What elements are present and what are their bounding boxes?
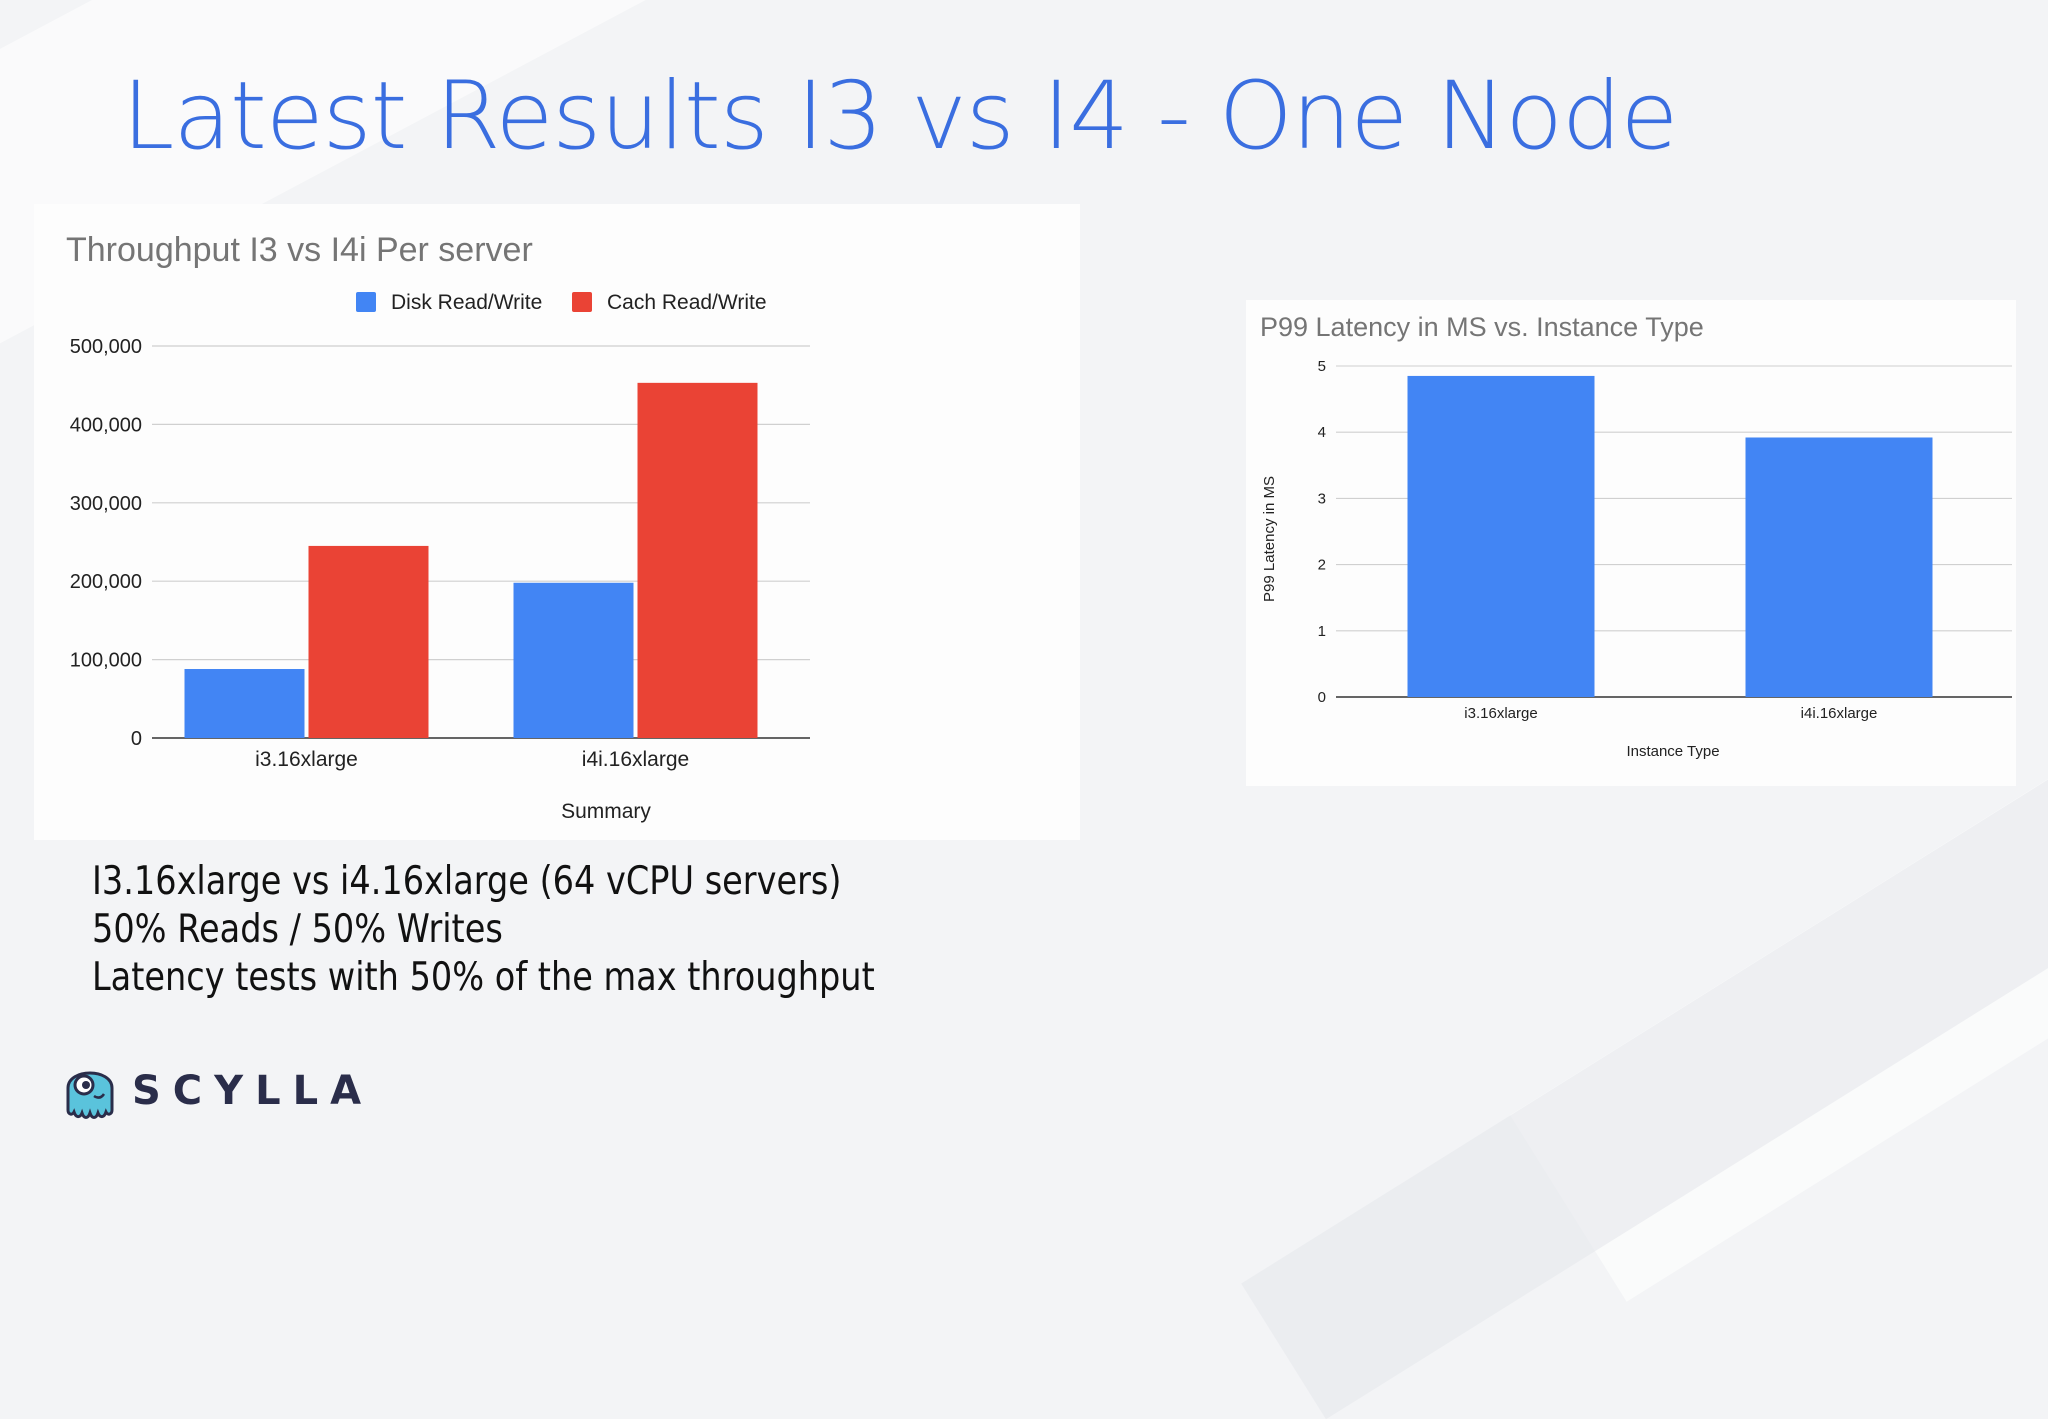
legend-label-disk: Disk Read/Write bbox=[391, 291, 542, 314]
y-tick-label: 100,000 bbox=[70, 650, 142, 672]
logo-wordmark: SCYLLA bbox=[132, 1068, 374, 1114]
throughput-chart-panel: Throughput I3 vs I4i Per server Disk Rea… bbox=[34, 204, 1080, 840]
throughput-chart: Throughput I3 vs I4i Per server Disk Rea… bbox=[66, 231, 810, 823]
bar-latency-i3.16xlarge bbox=[1407, 375, 1595, 697]
y-tick-label: 2 bbox=[1318, 557, 1326, 574]
throughput-y-ticks: 0 100,000 200,000 300,000 400,000 500,000 bbox=[70, 336, 142, 750]
y-tick-label: 4 bbox=[1318, 424, 1326, 441]
throughput-chart-title: Throughput I3 vs I4i Per server bbox=[66, 231, 533, 269]
scylla-mascot-icon bbox=[66, 1071, 114, 1119]
latency-y-ticks: 0 1 2 3 4 5 bbox=[1318, 358, 1326, 706]
y-tick-label: 200,000 bbox=[70, 571, 142, 593]
y-tick-label: 0 bbox=[131, 728, 142, 750]
throughput-bars bbox=[184, 382, 758, 738]
scylla-logo: SCYLLA bbox=[60, 1058, 361, 1130]
latency-chart-panel: P99 Latency in MS vs. Instance Type 0 1 2 3… bbox=[1246, 300, 2016, 786]
throughput-x-axis-label: Summary bbox=[561, 800, 651, 823]
x-tick-label: i4i.16xlarge bbox=[582, 748, 689, 771]
background-stripe bbox=[1241, 700, 2048, 1419]
legend-label-cache: Cach Read/Write bbox=[607, 291, 767, 314]
bar-cache-i3.16xlarge bbox=[308, 545, 429, 738]
latency-y-axis-label: P99 Latency in MS bbox=[1261, 476, 1278, 602]
y-tick-label: 300,000 bbox=[70, 493, 142, 515]
y-tick-label: 400,000 bbox=[70, 414, 142, 436]
bar-disk-i4i.16xlarge bbox=[513, 582, 634, 738]
bar-latency-i4i.16xlarge bbox=[1745, 437, 1933, 697]
x-tick-label: i4i.16xlarge bbox=[1801, 705, 1878, 722]
note-line: 50% Reads / 50% Writes bbox=[92, 907, 503, 952]
y-tick-label: 3 bbox=[1318, 490, 1326, 507]
latency-chart-title: P99 Latency in MS vs. Instance Type bbox=[1260, 312, 1704, 342]
latency-x-axis-label: Instance Type bbox=[1626, 743, 1719, 760]
bar-cache-i4i.16xlarge bbox=[637, 382, 758, 738]
x-tick-label: i3.16xlarge bbox=[1464, 705, 1537, 722]
throughput-x-ticks: i3.16xlarge i4i.16xlarge bbox=[255, 748, 689, 771]
note-line: I3.16xlarge vs i4.16xlarge (64 vCPU serv… bbox=[92, 859, 842, 904]
y-tick-label: 0 bbox=[1318, 689, 1326, 706]
slide-notes: I3.16xlarge vs i4.16xlarge (64 vCPU serv… bbox=[92, 858, 875, 1002]
latency-bars bbox=[1407, 375, 1933, 697]
y-tick-label: 500,000 bbox=[70, 336, 142, 358]
y-tick-label: 1 bbox=[1318, 623, 1326, 640]
legend-swatch-disk bbox=[356, 292, 376, 312]
bar-disk-i3.16xlarge bbox=[184, 669, 305, 738]
x-tick-label: i3.16xlarge bbox=[255, 748, 358, 771]
slide-title: Latest Results I3 vs I4 - One Node bbox=[122, 62, 1678, 171]
legend-swatch-cache bbox=[572, 292, 592, 312]
latency-x-ticks: i3.16xlarge i4i.16xlarge bbox=[1464, 705, 1877, 722]
latency-chart: P99 Latency in MS vs. Instance Type 0 1 2 3… bbox=[1260, 312, 2012, 760]
note-line: Latency tests with 50% of the max throug… bbox=[92, 955, 875, 1000]
y-tick-label: 5 bbox=[1318, 358, 1326, 375]
